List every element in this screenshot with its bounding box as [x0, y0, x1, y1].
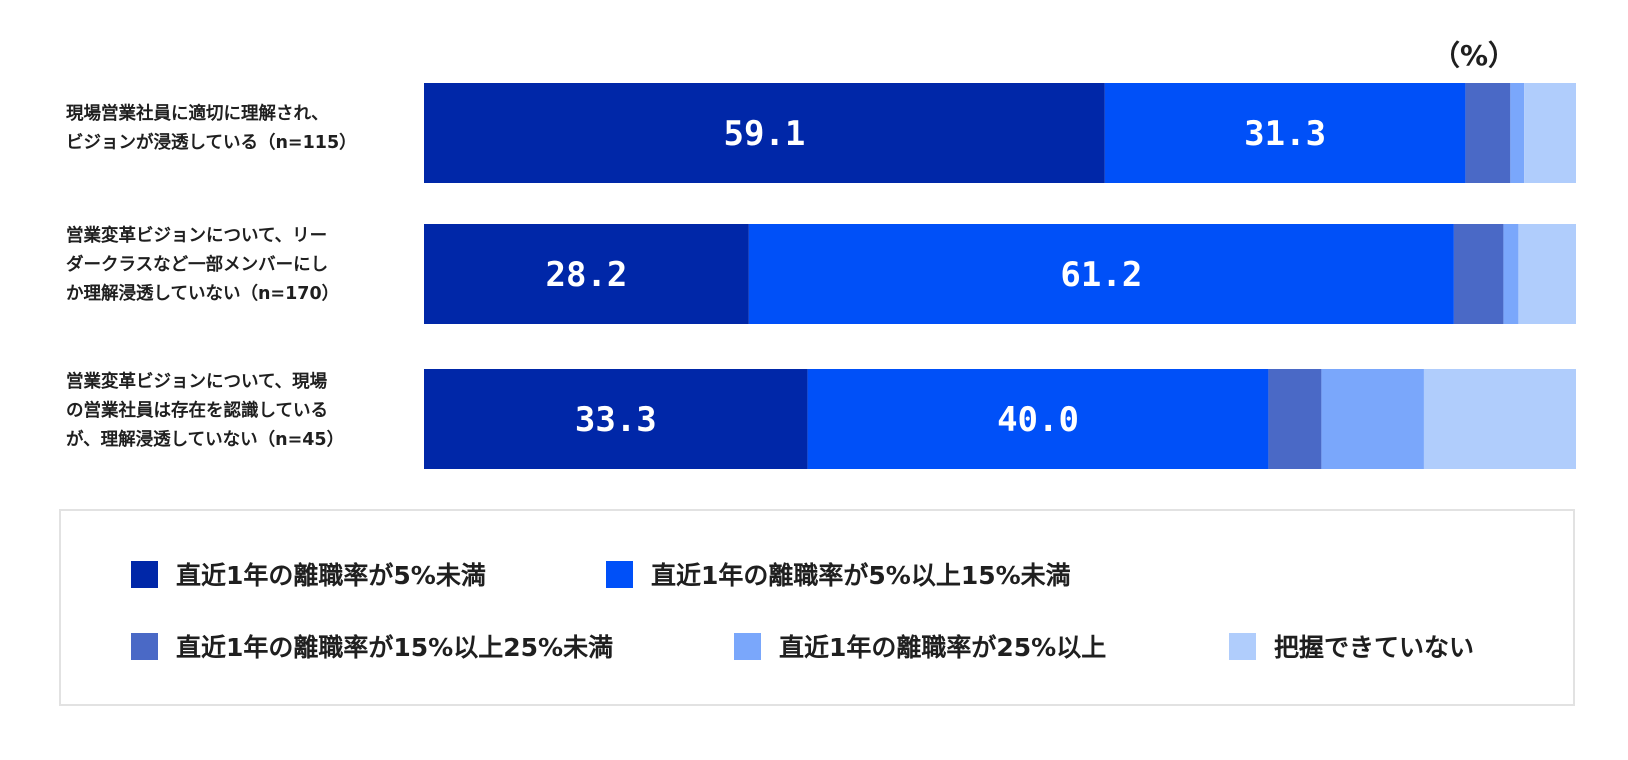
- category-label-1: 現場営業社員に適切に理解され、 ビジョンが浸透している（n=115）: [66, 104, 357, 153]
- bar-segment-row3-under5: [424, 369, 808, 469]
- bar-segment-row1-under5: [424, 83, 1105, 183]
- bar-segment-row3-unknown: [1423, 369, 1576, 469]
- legend-label-15to25: 直近1年の離職率が15%以上25%未満: [176, 633, 614, 662]
- legend-swatch-5to15: [606, 560, 633, 588]
- legend-swatch-unknown: [1229, 632, 1256, 660]
- bar-segment-row2-5to15: [748, 224, 1454, 324]
- bar-segment-row3-15to25: [1268, 369, 1322, 469]
- legend-label-unknown: 把握できていない: [1274, 633, 1475, 662]
- category-label-3: 営業変革ビジョンについて、現場 の営業社員は存在を認識している が、理解浸透して…: [66, 372, 345, 450]
- bar-segment-row2-25plus: [1503, 224, 1519, 324]
- bar-segment-row1-5to15: [1104, 83, 1466, 183]
- bar-segment-row2-under5: [424, 224, 749, 324]
- bar-value-label-row3-under5: 33.3: [575, 400, 657, 440]
- bar-value-label-row2-under5: 28.2: [545, 255, 627, 295]
- category-label-2: 営業変革ビジョンについて、リー ダークラスなど一部メンバーにし か理解浸透してい…: [66, 226, 340, 304]
- bar-segment-row1-25plus: [1510, 83, 1525, 183]
- legend-label-25plus: 直近1年の離職率が25%以上: [779, 633, 1107, 662]
- legend-item-5to15: 直近1年の離職率が5%以上15%未満: [606, 556, 1071, 592]
- bar-value-label-row2-5to15: 61.2: [1060, 255, 1142, 295]
- legend-swatch-15to25: [131, 632, 158, 660]
- bar-segment-row1-unknown: [1524, 83, 1576, 183]
- bar-segment-row3-25plus: [1321, 369, 1424, 469]
- legend-label-5to15: 直近1年の離職率が5%以上15%未満: [651, 561, 1071, 590]
- legend-item-unknown: 把握できていない: [1229, 628, 1474, 664]
- bar-segment-row1-15to25: [1465, 83, 1511, 183]
- bar-value-label-row1-5to15: 31.3: [1244, 114, 1326, 154]
- legend: 直近1年の離職率が5%未満 直近1年の離職率が5%以上15%未満 直近1年の離職…: [59, 509, 1575, 706]
- legend-item-25plus: 直近1年の離職率が25%以上: [734, 628, 1106, 664]
- bar-value-label-row1-under5: 59.1: [723, 114, 805, 154]
- legend-item-under5: 直近1年の離職率が5%未満: [131, 556, 486, 592]
- legend-swatch-25plus: [734, 632, 761, 660]
- unit-label: （%）: [1431, 39, 1516, 72]
- bar-value-label-row3-5to15: 40.0: [997, 400, 1079, 440]
- bar-segment-row3-5to15: [807, 369, 1269, 469]
- bar-segment-row2-unknown: [1518, 224, 1576, 324]
- legend-item-15to25: 直近1年の離職率が15%以上25%未満: [131, 628, 613, 664]
- legend-swatch-under5: [131, 560, 158, 588]
- bar-segment-row2-15to25: [1453, 224, 1504, 324]
- legend-label-under5: 直近1年の離職率が5%未満: [176, 561, 486, 590]
